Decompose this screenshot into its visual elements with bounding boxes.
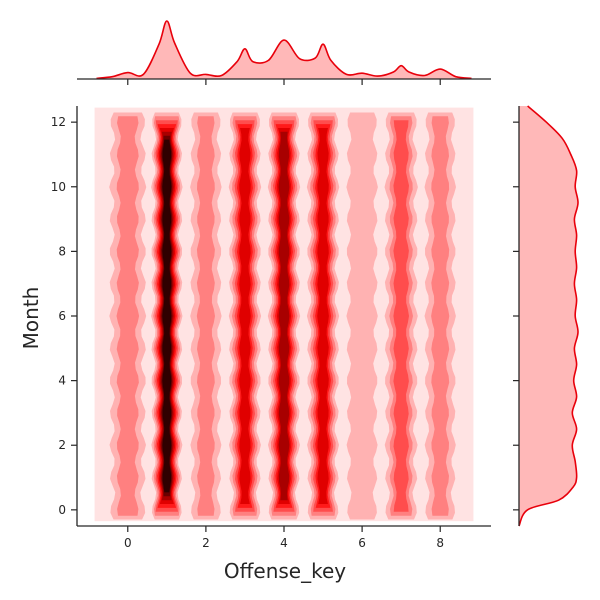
y-tick-label: 12 <box>51 115 66 129</box>
kde-contour-x5-level5 <box>317 128 329 504</box>
kde-contour-x0-level2 <box>116 116 140 516</box>
x-marginal-density-area <box>96 20 472 79</box>
y-tick-label: 2 <box>58 438 66 452</box>
y-axis-ticks: 0 2 4 6 8 10 12 <box>51 115 77 517</box>
x-axis-ticks: 0 2 4 6 8 <box>124 526 444 550</box>
y-marginal-density-line <box>518 105 579 527</box>
kde-contours <box>94 107 474 522</box>
kde-contour-x7-level3 <box>393 120 409 512</box>
y-marginal-density-area <box>519 106 579 526</box>
y-tick-label: 0 <box>58 503 66 517</box>
x-axis-title: Offense_key <box>224 559 346 583</box>
y-tick-label: 8 <box>58 244 66 258</box>
kde-contour-x1-level8 <box>162 139 172 493</box>
x-tick-label: 2 <box>202 536 210 550</box>
y-marginal-ticks <box>513 121 519 511</box>
x-tick-label: 0 <box>124 536 132 550</box>
kde-contour-x4-level6 <box>278 131 290 501</box>
y-tick-label: 6 <box>58 309 66 323</box>
x-marginal-panel <box>77 20 491 85</box>
y-axis-title: Month <box>19 287 43 350</box>
kde-contour-x8-level2 <box>431 116 450 516</box>
x-tick-label: 6 <box>358 536 366 550</box>
y-marginal-panel <box>513 105 579 527</box>
joint-kde-panel: 0 2 4 6 8 0 2 4 6 8 10 12 <box>51 106 491 550</box>
y-tick-label: 4 <box>58 374 66 388</box>
kde-contour-x2-level2 <box>196 116 215 516</box>
x-marginal-ticks <box>127 79 441 85</box>
x-tick-label: 8 <box>436 536 444 550</box>
x-marginal-density-line <box>96 20 472 80</box>
x-tick-label: 4 <box>280 536 288 550</box>
kde-contour-x3-level5 <box>239 128 251 504</box>
y-tick-label: 10 <box>51 180 66 194</box>
kde-contour-x6-level1 <box>346 112 378 520</box>
